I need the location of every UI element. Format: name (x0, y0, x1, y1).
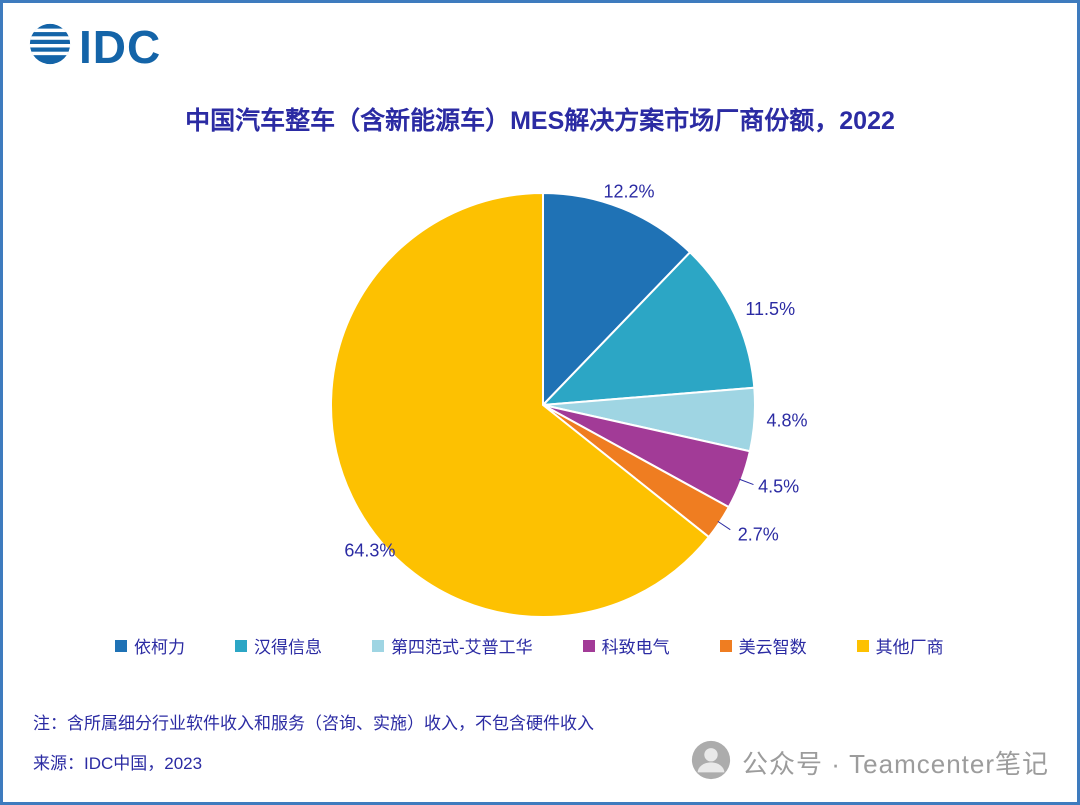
legend-item-2: 第四范式-艾普工华 (372, 633, 533, 658)
pie-slice-1 (540, 250, 756, 407)
legend-swatch-icon (115, 639, 127, 652)
watermark: 公众号 · Teamcenter笔记 (690, 739, 1049, 786)
pie-percent-label-0: 12.2% (603, 182, 654, 202)
legend-swatch-icon (235, 639, 247, 652)
pie-percent-label-4: 2.7% (738, 525, 779, 545)
pie-percent-label-1: 11.5% (745, 299, 795, 319)
watermark-text: 公众号 · Teamcenter笔记 (742, 749, 1049, 779)
legend-label: 美云智数 (738, 638, 807, 657)
footnote: 注：含所属细分行业软件收入和服务（咨询、实施）收入，不包含硬件收入 (33, 714, 594, 733)
pie-slice-5 (330, 191, 711, 618)
pie-percent-label-3: 4.5% (758, 476, 799, 496)
legend-label: 依柯力 (134, 638, 185, 657)
idc-logo-text: IDC (79, 20, 162, 73)
legend-label: 汉得信息 (254, 638, 322, 657)
legend-item-5: 其他厂商 (856, 633, 944, 658)
pie-chart: 12.2% 11.5% 4.8% 4.5% 2.7% 64.3% (93, 163, 993, 643)
legend-item-4: 美云智数 (719, 633, 807, 658)
pie-chart-svg: 12.2% 11.5% 4.8% 4.5% 2.7% 64.3% (330, 182, 807, 618)
legend-swatch-icon (582, 639, 595, 652)
wechat-account-icon (690, 739, 732, 786)
legend-label: 第四范式-艾普工华 (391, 638, 533, 657)
legend-label: 科致电气 (601, 638, 670, 657)
legend-swatch-icon (372, 639, 384, 652)
pie-slice-0 (542, 191, 692, 408)
chart-title: 中国汽车整车（含新能源车）MES解决方案市场厂商份额，2022 (185, 107, 895, 135)
legend-item-3: 科致电气 (582, 633, 670, 658)
label-leader-line (739, 478, 754, 485)
legend-item-1: 汉得信息 (235, 633, 322, 658)
legend-swatch-icon (719, 639, 732, 652)
label-leader-line (717, 520, 731, 531)
idc-globe-icon (25, 19, 75, 74)
chart-legend: 依柯力 汉得信息 第四范式-艾普工华 科致电气 美云智数 其他厂商 (115, 633, 944, 658)
pie-percent-label-5: 64.3% (344, 540, 395, 560)
legend-item-0: 依柯力 (115, 633, 185, 658)
idc-logo: IDC (25, 19, 161, 74)
legend-swatch-icon (856, 639, 869, 652)
source-note: 来源：IDC中国，2023 (33, 754, 203, 773)
legend-label: 其他厂商 (875, 638, 944, 657)
pie-percent-label-2: 4.8% (766, 410, 807, 430)
